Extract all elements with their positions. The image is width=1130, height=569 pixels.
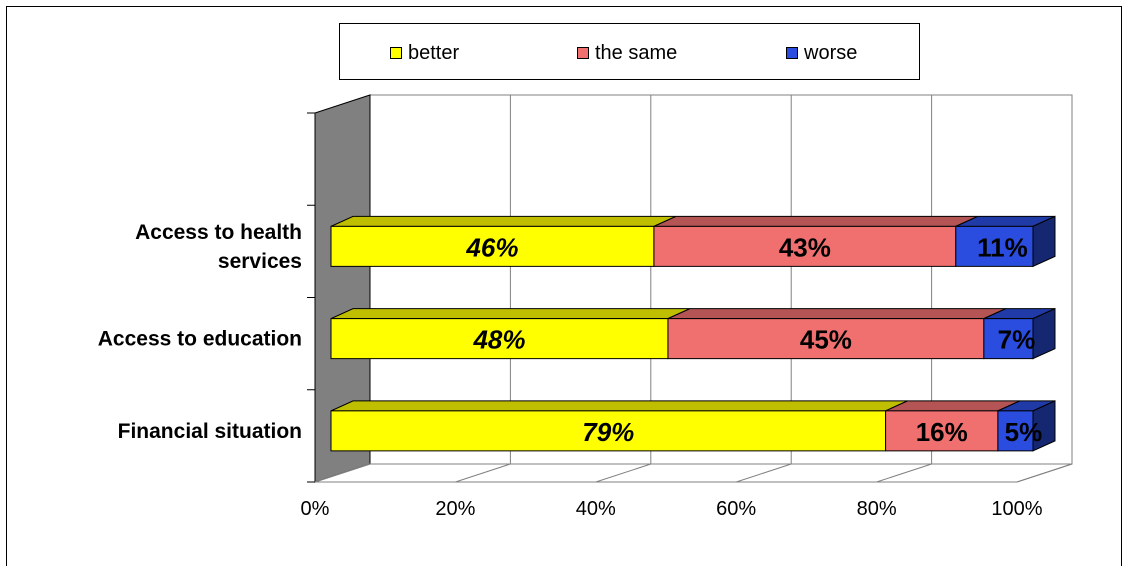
bar-top-better (330, 308, 691, 320)
data-label: 11% (977, 232, 1028, 262)
data-label: 48% (472, 325, 525, 355)
floor-gridline (876, 463, 932, 483)
legend-item-worse: worse (786, 41, 858, 64)
bar-top-better (330, 215, 677, 227)
bar-the-same (885, 410, 999, 452)
data-label: 43% (779, 232, 831, 262)
bar-the-same (653, 225, 957, 267)
bar-the-same (667, 318, 985, 360)
x-tick-label: 60% (716, 498, 756, 520)
chart-legend: better the same worse (339, 23, 920, 80)
x-tick-label: 80% (857, 498, 897, 520)
legend-swatch-worse (786, 47, 798, 59)
bar-better (330, 410, 887, 452)
category-label: Financial situation (118, 420, 302, 443)
bar-worse (955, 225, 1034, 267)
legend-item-the-same: the same (577, 41, 678, 64)
data-label: 7% (998, 325, 1036, 355)
category-label: Access to health (135, 221, 302, 244)
bar-top-better (330, 400, 908, 412)
legend-label-worse: worse (804, 41, 858, 64)
floor-gridline (455, 463, 511, 483)
data-label: 16% (916, 417, 968, 447)
x-tick-label: 40% (576, 498, 616, 520)
bar-better (330, 225, 655, 267)
legend-label-better: better (408, 41, 460, 64)
x-tick-label: 20% (435, 498, 475, 520)
bar-better (330, 318, 669, 360)
bar-end-worse (1032, 215, 1056, 268)
plot-floor (314, 463, 1073, 483)
floor-gridline (1016, 463, 1073, 483)
bar-top-the-same (667, 308, 1007, 320)
floor-gridline (736, 463, 792, 483)
category-label: services (218, 250, 302, 273)
x-tick-label: 0% (301, 498, 330, 520)
legend-label-the-same: the same (595, 41, 678, 64)
floor-gridline (595, 463, 651, 483)
bar-end-worse (1032, 307, 1056, 360)
bar-top-the-same (653, 215, 978, 227)
floor-gridline (314, 463, 371, 483)
data-label: 45% (800, 325, 852, 355)
bar-worse (997, 410, 1034, 452)
category-label: Access to education (98, 328, 302, 351)
data-label: 5% (1005, 417, 1043, 447)
data-label: 46% (465, 232, 518, 262)
bar-top-the-same (885, 400, 1021, 412)
x-tick-label: 100% (991, 498, 1042, 520)
legend-swatch-better (390, 47, 402, 59)
data-label: 79% (582, 417, 634, 447)
legend-item-better: better (390, 41, 460, 64)
legend-swatch-the-same (577, 47, 589, 59)
bar-end-worse (1032, 400, 1056, 452)
